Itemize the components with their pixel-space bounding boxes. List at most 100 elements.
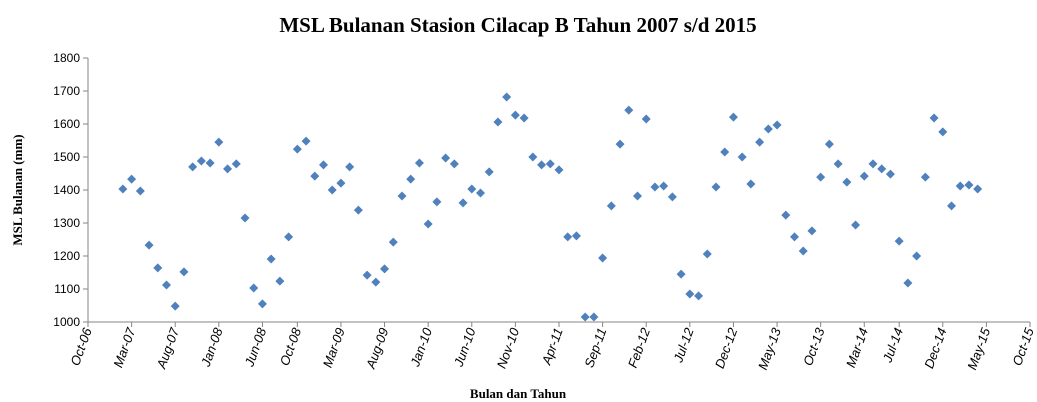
point — [641, 114, 651, 124]
point — [580, 312, 590, 322]
point — [170, 301, 180, 311]
point — [947, 201, 956, 211]
point — [162, 280, 171, 290]
point — [659, 181, 669, 191]
point — [563, 232, 573, 242]
point — [667, 192, 677, 202]
point — [545, 159, 555, 169]
point — [441, 153, 451, 163]
x-tick-label: Oct-15 — [1009, 325, 1037, 368]
x-tick-label: Oct-06 — [67, 325, 95, 368]
point — [423, 219, 433, 229]
x-tick-label: May-15 — [964, 325, 993, 372]
point — [118, 184, 128, 194]
x-tick-label: Jul-12 — [670, 325, 697, 365]
x-tick-label: Jun-08 — [241, 325, 269, 369]
point — [737, 152, 747, 162]
point — [153, 263, 163, 273]
point — [929, 113, 939, 123]
point — [694, 291, 704, 301]
point — [851, 220, 861, 230]
point — [955, 181, 965, 191]
x-tick-label: Apr-11 — [538, 326, 565, 368]
point — [380, 264, 390, 274]
point — [763, 124, 773, 134]
point — [414, 158, 424, 168]
x-tick-label: Dec-12 — [712, 325, 741, 370]
point — [301, 136, 311, 146]
point — [790, 232, 799, 242]
point — [519, 113, 529, 123]
point — [781, 210, 791, 220]
x-tick-label: Dec-14 — [921, 326, 949, 371]
point — [188, 162, 198, 172]
point — [554, 165, 564, 175]
point — [807, 226, 817, 236]
point — [345, 162, 355, 172]
point — [537, 160, 547, 170]
point — [196, 156, 206, 166]
point — [144, 240, 154, 250]
point — [912, 251, 922, 261]
point — [973, 184, 983, 194]
y-tick-label: 1500 — [53, 150, 80, 164]
point — [449, 159, 459, 169]
point — [589, 312, 599, 322]
point — [833, 159, 843, 169]
x-tick-label: Jul-14 — [879, 326, 906, 365]
point — [676, 269, 686, 279]
y-tick-label: 1400 — [53, 183, 80, 197]
point — [284, 232, 294, 242]
point — [275, 276, 285, 286]
point — [484, 167, 494, 177]
point — [702, 249, 712, 259]
point — [135, 186, 145, 196]
point — [772, 120, 782, 130]
x-axis-label: Bulan dan Tahun — [470, 386, 567, 401]
point — [406, 174, 416, 184]
point — [877, 164, 887, 174]
point — [798, 246, 808, 256]
point — [606, 201, 616, 211]
point — [223, 164, 233, 174]
point — [476, 188, 485, 198]
x-tick-label: Mar-14 — [843, 326, 871, 370]
point — [633, 191, 642, 201]
y-tick-label: 1700 — [53, 84, 80, 98]
point — [240, 213, 250, 223]
point — [746, 179, 756, 189]
point — [327, 185, 337, 195]
point — [432, 197, 442, 207]
y-tick-label: 1000 — [53, 315, 80, 329]
point — [650, 182, 660, 192]
point — [903, 278, 913, 288]
point — [859, 171, 869, 181]
point — [493, 117, 503, 127]
point — [214, 137, 224, 147]
point — [127, 174, 137, 184]
x-tick-label: Oct-08 — [277, 325, 305, 368]
point — [336, 178, 346, 188]
x-tick-label: Mar-07 — [110, 325, 138, 369]
point — [711, 182, 721, 192]
point — [755, 137, 765, 147]
y-axis-label: MSL Bulanan (mm) — [10, 134, 25, 245]
point — [685, 289, 695, 299]
point — [964, 180, 974, 190]
point — [231, 159, 241, 169]
point — [319, 160, 328, 170]
point — [598, 253, 608, 263]
x-tick-label: Jun-10 — [451, 325, 479, 369]
point — [502, 92, 512, 102]
point — [266, 254, 276, 264]
point — [615, 139, 625, 149]
point — [310, 171, 320, 181]
point — [816, 172, 826, 182]
y-tick-label: 1600 — [53, 117, 80, 131]
point — [353, 205, 363, 215]
point — [728, 112, 738, 122]
point — [510, 110, 520, 120]
point — [362, 270, 372, 280]
point — [571, 231, 581, 241]
point — [528, 152, 538, 162]
